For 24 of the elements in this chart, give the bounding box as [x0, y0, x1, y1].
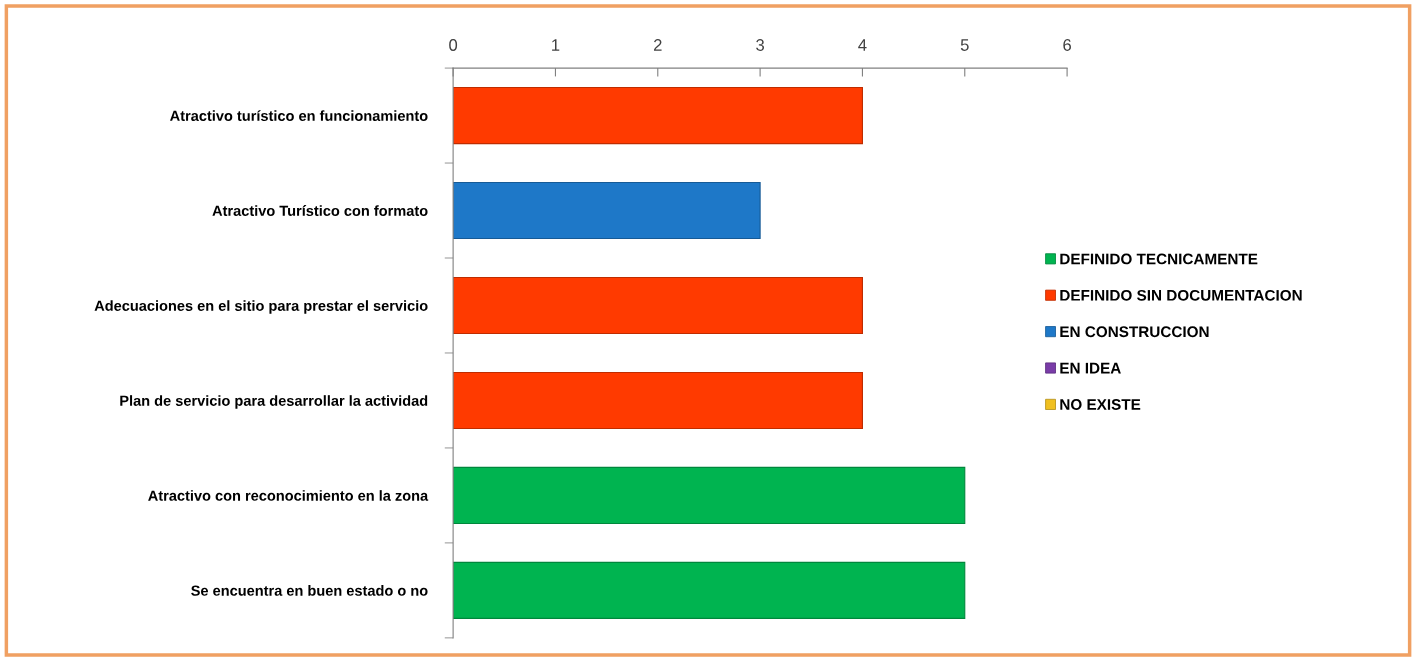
- x-tick-label: 0: [449, 39, 458, 51]
- bar: [453, 276, 863, 335]
- y-tick-label: Plan de servicio para desarrollar la actividad: [120, 395, 428, 409]
- legend-label: DEFINIDO SIN DOCUMENTACION: [1060, 289, 1302, 301]
- y-tick-label: Adecuaciones en el sitio para prestar el servicio: [94, 300, 428, 314]
- bar: [453, 86, 863, 145]
- y-tick-label: Atractivo con reconocimiento en la zona: [148, 490, 429, 501]
- x-tick-label: 2: [653, 39, 662, 51]
- legend-label: DEFINIDO TECNICAMENTE: [1060, 253, 1258, 265]
- y-tick-label: Atractivo turístico en funcionamiento: [170, 110, 428, 121]
- legend-label: EN IDEA: [1060, 362, 1121, 374]
- x-tick-label: 3: [756, 39, 765, 51]
- x-tick-label: 6: [1063, 39, 1071, 51]
- bar: [453, 181, 761, 240]
- bar: [453, 561, 966, 619]
- y-tick-label: Se encuentra en buen estado o no: [191, 585, 428, 596]
- x-tick-label: 4: [858, 39, 867, 51]
- legend-label: NO EXISTE: [1060, 399, 1141, 410]
- x-tick-label: 1: [552, 39, 560, 51]
- bar: [453, 466, 966, 524]
- y-tick-label: Atractivo Turístico con formato: [212, 205, 428, 216]
- legend-label: EN CONSTRUCCION: [1060, 326, 1209, 338]
- bar: [453, 371, 863, 430]
- x-tick-label: 5: [960, 39, 969, 51]
